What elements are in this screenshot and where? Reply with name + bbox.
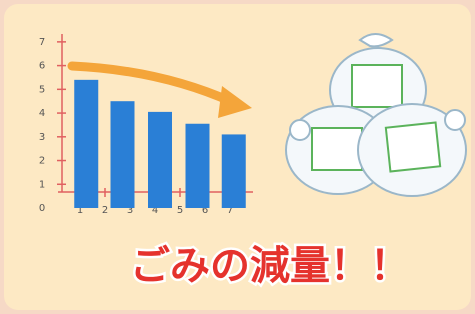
bar (186, 124, 210, 208)
bar (222, 134, 246, 208)
y-tick-label: 4 (39, 108, 45, 119)
bar (148, 112, 172, 208)
y-tick-label: 3 (39, 132, 45, 143)
bar (74, 80, 98, 208)
bar (111, 101, 135, 208)
y-tick-label: 7 (39, 37, 45, 48)
y-tick-label: 6 (39, 61, 45, 72)
y-tick-label: 0 (39, 203, 45, 214)
y-tick-label: 5 (39, 84, 45, 95)
x-tick-label: 5 (177, 205, 183, 216)
slogan: ごみの減量！！ (130, 243, 410, 289)
x-tick-label: 2 (102, 205, 108, 216)
y-tick-label: 2 (39, 156, 45, 167)
y-tick-label: 1 (39, 179, 45, 190)
chart: 012345671234567ごみの減量！！ (0, 0, 475, 314)
